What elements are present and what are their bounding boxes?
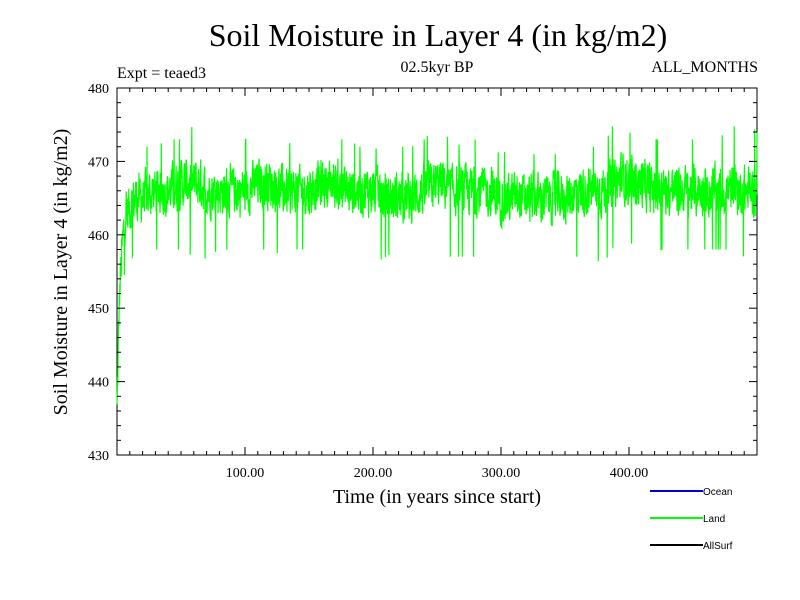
y-tick-label: 480 <box>88 82 109 97</box>
y-tick-label: 440 <box>88 376 109 391</box>
x-tick-label: 100.00 <box>226 466 265 481</box>
legend-allsurf-label: AllSurf <box>703 541 733 552</box>
legend-ocean-label: Ocean <box>703 487 732 498</box>
land-series-line <box>116 126 758 405</box>
months-label: ALL_MONTHS <box>651 59 758 76</box>
y-tick-label: 460 <box>88 229 109 244</box>
x-tick-label: 200.00 <box>354 466 393 481</box>
x-tick-label: 300.00 <box>482 466 521 481</box>
y-tick-label: 430 <box>88 449 109 464</box>
chart-title: Soil Moisture in Layer 4 (in kg/m2) <box>209 17 668 53</box>
x-tick-label: 400.00 <box>610 466 649 481</box>
experiment-label: Expt = teaed3 <box>117 65 206 82</box>
x-axis-label: Time (in years since start) <box>333 486 541 508</box>
y-tick-label: 450 <box>88 302 109 317</box>
period-label: 02.5kyr BP <box>401 59 474 76</box>
y-axis-label: Soil Moisture in Layer 4 (in kg/m2) <box>50 129 72 416</box>
y-tick-label: 470 <box>88 155 109 170</box>
series-group <box>116 126 758 405</box>
legend: Ocean Land AllSurf <box>650 487 733 552</box>
y-axis-ticks: 430 440 450 460 470 480 <box>88 82 757 464</box>
legend-land-label: Land <box>703 514 725 525</box>
x-axis-ticks: 100.00 200.00 300.00 400.00 <box>129 88 745 481</box>
plot-frame <box>116 87 758 456</box>
